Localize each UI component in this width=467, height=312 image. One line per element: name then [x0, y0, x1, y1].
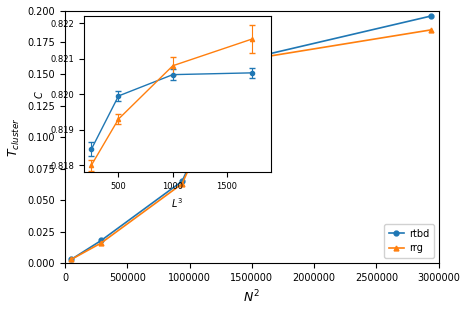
rtbd — [99, 239, 104, 242]
X-axis label: $N^2$: $N^2$ — [243, 289, 260, 305]
rtbd — [234, 60, 240, 63]
rrg — [69, 257, 74, 261]
Line: rtbd: rtbd — [69, 13, 433, 262]
rrg — [234, 60, 240, 63]
rtbd — [69, 257, 74, 261]
Line: rrg: rrg — [69, 27, 433, 262]
rrg — [179, 182, 185, 186]
rrg — [428, 28, 434, 32]
Legend: rtbd, rrg: rtbd, rrg — [384, 224, 434, 258]
Y-axis label: $T_{cluster}$: $T_{cluster}$ — [7, 117, 22, 157]
rrg — [99, 241, 104, 245]
rtbd — [179, 179, 185, 183]
rtbd — [428, 14, 434, 18]
